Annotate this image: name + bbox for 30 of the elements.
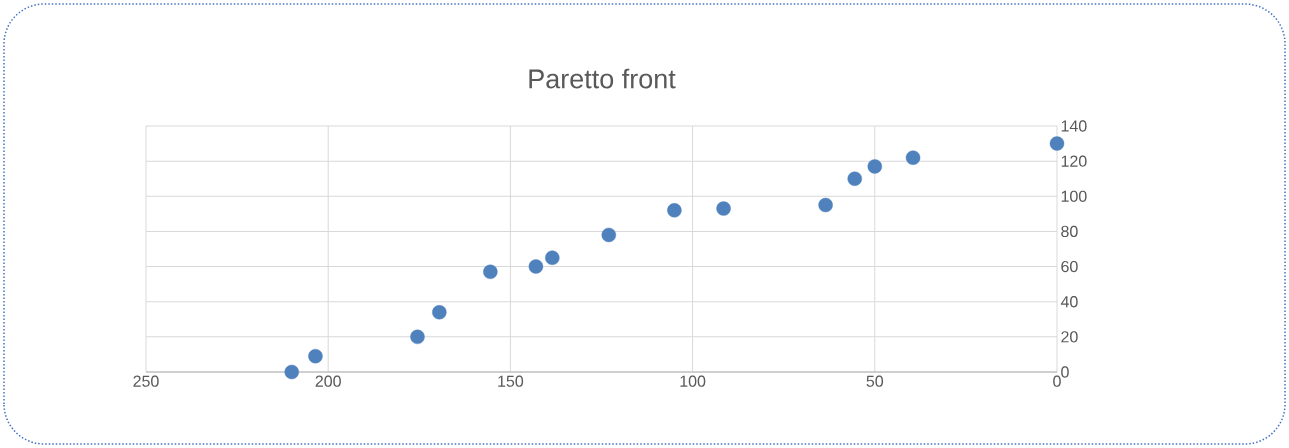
point bbox=[528, 259, 544, 274]
point bbox=[308, 348, 323, 364]
y-tick-label: 120 bbox=[1061, 155, 1087, 167]
point bbox=[432, 305, 447, 320]
x-tick-label: 150 bbox=[498, 375, 524, 387]
y-tick-label: 0 bbox=[1061, 366, 1069, 378]
point bbox=[410, 329, 425, 345]
y-tick-label: 140 bbox=[1061, 120, 1087, 132]
point bbox=[905, 150, 921, 165]
point bbox=[867, 159, 882, 174]
point bbox=[716, 201, 731, 216]
chart-title: Paretto front bbox=[529, 68, 676, 89]
y-tick-label: 60 bbox=[1061, 260, 1078, 273]
y-tick-label: 20 bbox=[1061, 331, 1078, 343]
point bbox=[483, 264, 498, 280]
y-tick-label: 100 bbox=[1061, 190, 1087, 202]
y-tick-label: 40 bbox=[1060, 296, 1078, 308]
x-tick-label: 200 bbox=[315, 375, 341, 387]
point bbox=[847, 171, 862, 186]
point bbox=[601, 227, 616, 243]
x-tick-label: 100 bbox=[680, 375, 706, 387]
point bbox=[667, 203, 682, 218]
x-tick-label: 0 bbox=[1053, 375, 1061, 387]
point bbox=[545, 250, 560, 265]
x-tick-label: 50 bbox=[866, 375, 884, 387]
y-tick-label: 80 bbox=[1061, 225, 1078, 238]
point bbox=[1049, 136, 1065, 151]
point bbox=[818, 197, 833, 213]
x-tick-label: 250 bbox=[133, 375, 159, 387]
point bbox=[284, 364, 299, 380]
